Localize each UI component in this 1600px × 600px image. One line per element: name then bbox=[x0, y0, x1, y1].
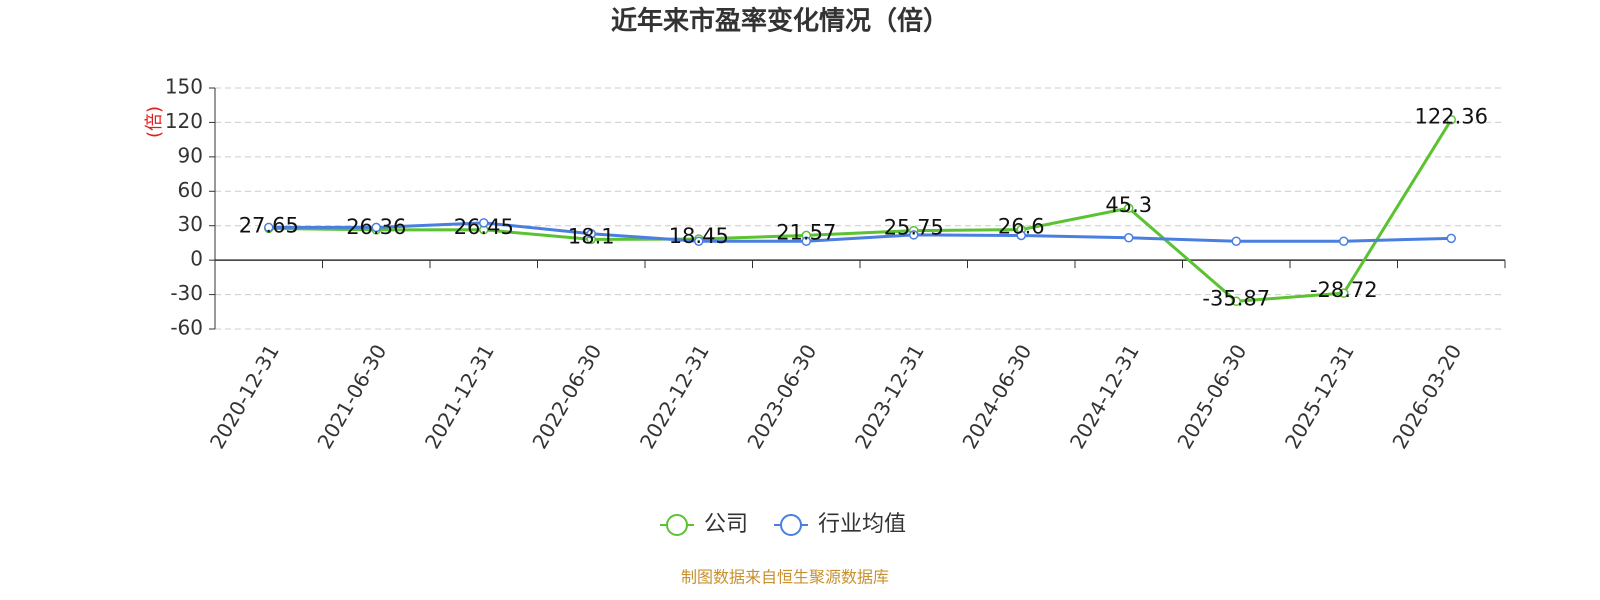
data-label: 27.65 bbox=[239, 213, 299, 237]
data-point bbox=[1339, 288, 1349, 298]
x-tick-label: 2026-03-20 bbox=[1387, 340, 1466, 453]
legend-label[interactable]: 公司 bbox=[704, 512, 748, 537]
data-point bbox=[801, 236, 811, 246]
x-tick-label: 2024-12-31 bbox=[1065, 340, 1144, 453]
x-tick-label: 2020-12-31 bbox=[205, 340, 284, 453]
y-axis-label: (倍) bbox=[144, 106, 165, 138]
data-point bbox=[1446, 114, 1456, 125]
data-point bbox=[1016, 230, 1026, 241]
y-tick-label: 60 bbox=[178, 178, 203, 202]
chart-title: 近年来市盈率变化情况（倍） bbox=[611, 6, 949, 37]
data-label: -28.72 bbox=[1310, 278, 1378, 302]
data-point bbox=[479, 218, 489, 228]
data-label: 21.57 bbox=[776, 220, 836, 244]
data-point bbox=[1124, 203, 1134, 213]
legend-icon[interactable] bbox=[780, 514, 803, 536]
y-tick-label: 120 bbox=[165, 109, 203, 133]
data-point bbox=[586, 228, 596, 239]
y-tick-label: 90 bbox=[178, 143, 203, 167]
data-point bbox=[1231, 236, 1241, 246]
data-point bbox=[1446, 233, 1456, 244]
series-line bbox=[268, 221, 1452, 243]
x-tick-label: 2021-12-31 bbox=[420, 340, 499, 453]
data-label: 25.75 bbox=[884, 216, 944, 240]
x-tick-label: 2025-06-30 bbox=[1172, 340, 1251, 453]
legend-icon[interactable] bbox=[666, 514, 688, 536]
data-label: 18.1 bbox=[568, 224, 615, 248]
x-tick-label: 2025-12-31 bbox=[1280, 340, 1359, 453]
x-tick-label: 2022-06-30 bbox=[527, 340, 606, 453]
data-point bbox=[371, 222, 381, 233]
x-tick-label: 2023-06-30 bbox=[742, 340, 821, 453]
data-label: 26.45 bbox=[454, 215, 514, 239]
data-point bbox=[1231, 296, 1241, 307]
y-tick-label: -30 bbox=[170, 281, 203, 305]
data-label: 26.36 bbox=[346, 215, 406, 239]
data-point bbox=[1339, 236, 1349, 246]
data-point bbox=[909, 230, 919, 240]
x-tick-label: 2023-12-31 bbox=[850, 340, 929, 453]
data-label: 26.6 bbox=[998, 215, 1045, 239]
data-point bbox=[264, 222, 274, 233]
y-tick-label: 0 bbox=[190, 247, 203, 271]
y-tick-label: 150 bbox=[165, 75, 203, 99]
data-point bbox=[1124, 233, 1134, 243]
x-tick-label: 2022-12-31 bbox=[635, 340, 714, 453]
legend-label[interactable]: 行业均值 bbox=[818, 512, 906, 537]
x-tick-label: 2024-06-30 bbox=[957, 340, 1036, 453]
series-line bbox=[268, 118, 1453, 303]
x-tick-label: 2021-06-30 bbox=[312, 340, 391, 453]
data-label: -35.87 bbox=[1202, 286, 1270, 310]
y-tick-label: 30 bbox=[178, 212, 203, 236]
data-point bbox=[694, 236, 704, 246]
source-note: 制图数据来自恒生聚源数据库 bbox=[681, 568, 889, 587]
y-tick-label: -60 bbox=[170, 316, 203, 340]
data-label: 18.45 bbox=[669, 224, 729, 248]
data-label: 45.3 bbox=[1105, 193, 1152, 217]
data-label: 122.36 bbox=[1415, 105, 1488, 129]
